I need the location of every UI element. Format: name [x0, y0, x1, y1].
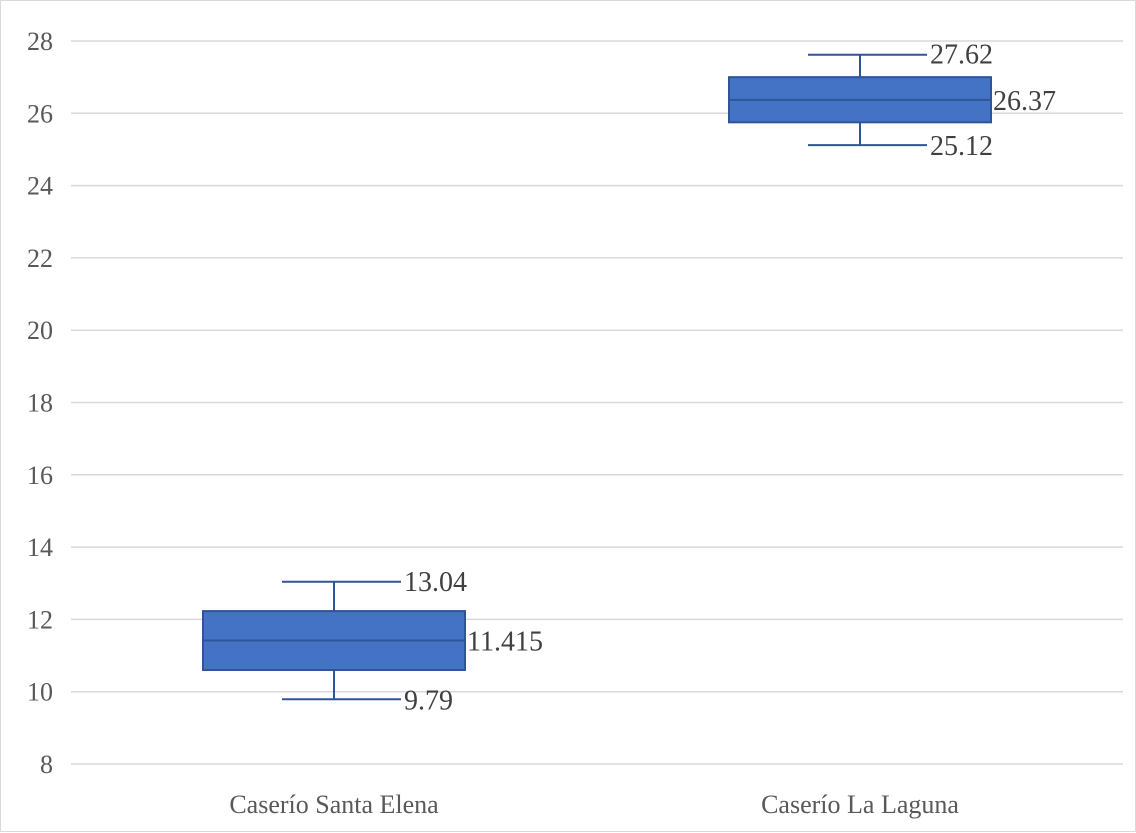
y-tick-label: 22 — [27, 244, 53, 273]
y-tick-label: 16 — [27, 461, 53, 490]
y-tick-label: 10 — [27, 678, 53, 707]
x-axis-category-labels: Caserío Santa Elena Caserío La Laguna — [229, 790, 959, 819]
y-tick-label: 12 — [27, 605, 53, 634]
max-value-label: 13.04 — [404, 567, 467, 598]
category-label: Caserío La Laguna — [761, 790, 959, 819]
category-label: Caserío Santa Elena — [229, 790, 439, 819]
y-tick-label: 18 — [27, 389, 53, 418]
y-tick-label: 20 — [27, 316, 53, 345]
y-tick-label: 14 — [27, 533, 53, 562]
y-axis-tick-labels: 8 10 12 14 16 18 20 22 24 26 28 — [27, 27, 53, 779]
min-value-label: 25.12 — [930, 131, 993, 162]
median-value-label: 26.37 — [993, 86, 1056, 117]
y-tick-label: 28 — [27, 27, 53, 56]
min-value-label: 9.79 — [404, 685, 453, 716]
y-tick-label: 26 — [27, 99, 53, 128]
y-tick-label: 8 — [40, 750, 53, 779]
y-tick-label: 24 — [27, 172, 53, 201]
median-value-label: 11.415 — [467, 627, 543, 658]
max-value-label: 27.62 — [930, 40, 993, 71]
